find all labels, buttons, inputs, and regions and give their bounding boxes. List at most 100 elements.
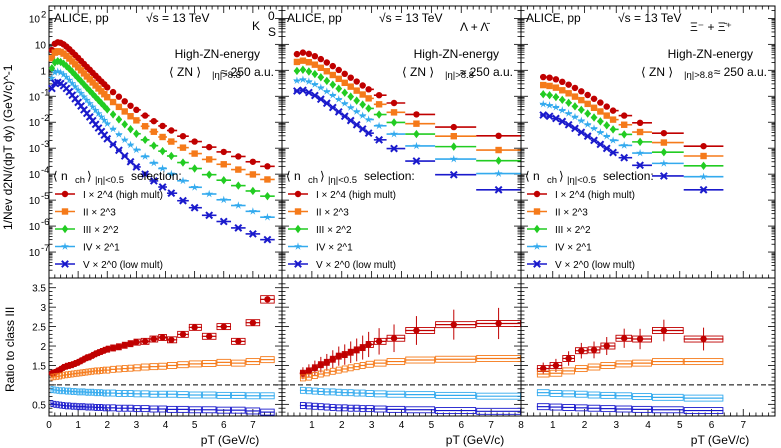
data-point [310, 80, 319, 88]
data-point [50, 68, 59, 76]
ratio-series-II [50, 356, 275, 381]
data-point [127, 124, 134, 134]
selection-nch-label: ⟨ n [286, 169, 301, 183]
y-tick-exp: -3 [41, 139, 49, 150]
data-point [63, 61, 70, 71]
series-II [48, 48, 275, 183]
data-point [74, 85, 83, 94]
data-point [264, 163, 271, 170]
data-point [219, 195, 228, 204]
data-point [364, 129, 373, 138]
selection-label: selection: [603, 169, 654, 183]
data-point [329, 80, 336, 89]
legend-entry-0: I × 2^4 (high mult) [316, 190, 396, 201]
data-point [364, 115, 373, 123]
data-point [292, 76, 301, 84]
data-point [109, 110, 117, 119]
data-point [311, 61, 319, 68]
data-point [62, 72, 71, 81]
x-tick-label: 5 [429, 420, 435, 431]
data-point [636, 119, 644, 127]
data-point [636, 148, 645, 157]
data-point [80, 92, 88, 101]
data-point [220, 161, 227, 168]
data-point [109, 98, 117, 106]
data-point [334, 107, 343, 116]
data-point [234, 201, 243, 209]
data-point [609, 136, 618, 144]
data-point [590, 95, 598, 102]
data-point [190, 183, 199, 191]
data-point [390, 99, 398, 107]
data-point [578, 105, 585, 115]
ratio-tick-label: 3 [40, 303, 46, 314]
data-point [545, 112, 554, 121]
x-tick-label: 1 [75, 420, 81, 431]
legend-marker-cross [294, 260, 302, 268]
data-point [234, 224, 243, 232]
data-point [558, 106, 567, 114]
data-point [609, 148, 617, 157]
data-point [322, 99, 331, 108]
data-point [121, 120, 128, 129]
data-point [565, 90, 572, 97]
particle-k0s: K [252, 19, 260, 33]
data-point [104, 105, 111, 114]
legend-entry-0: I × 2^4 (high mult) [83, 190, 163, 201]
data-point [559, 78, 566, 86]
ratio-series-II [299, 355, 521, 382]
x-tick-label: 8 [518, 420, 524, 431]
zn-energy-label: High-ZN-energy [175, 47, 260, 61]
selection-label: selection: [364, 169, 415, 183]
data-point [450, 123, 457, 131]
selection-bracket: ⟩ [320, 169, 325, 183]
data-point [109, 124, 118, 133]
particle-xi: Ξ⁻ + Ξ̄⁺ [690, 20, 732, 34]
data-point [323, 59, 331, 66]
ratio-point [115, 343, 123, 351]
data-point [341, 70, 348, 78]
energy-label: = 13 TeV [634, 11, 681, 25]
data-point [80, 80, 88, 89]
data-point [494, 185, 503, 194]
data-point [127, 102, 134, 109]
legend-marker-square [533, 208, 541, 215]
data-point [329, 71, 336, 79]
legend-marker-diamond [294, 224, 302, 234]
data-point [191, 164, 198, 173]
data-point [149, 158, 158, 167]
data-point [150, 141, 158, 150]
data-point [127, 113, 134, 120]
data-point [323, 76, 331, 86]
x-tick-label: 6 [221, 420, 227, 431]
data-point [559, 87, 566, 94]
zn-mean-label: ⟨ ZN ⟩ [641, 65, 673, 79]
data-point [390, 118, 398, 127]
data-point [114, 130, 123, 138]
series-III [48, 56, 275, 201]
data-point [449, 154, 458, 163]
data-point [141, 112, 149, 119]
data-point [578, 96, 585, 104]
data-point [264, 191, 271, 201]
data-point [578, 88, 585, 95]
selection-label: selection: [131, 169, 182, 183]
data-point [235, 153, 242, 160]
data-point [565, 81, 572, 88]
legend-entry-1: II × 2^3 [83, 208, 116, 219]
series-I [540, 73, 724, 150]
ratio-point [133, 338, 140, 346]
data-point [264, 176, 271, 183]
legend-marker-cross [533, 260, 541, 268]
data-point [299, 57, 307, 64]
selection-ch-sub: ch [547, 175, 557, 186]
legend-entry-2: III × 2^2 [555, 225, 591, 236]
ratio-point [159, 334, 166, 341]
selection-ch-sub: ch [75, 175, 85, 186]
data-point [305, 67, 313, 76]
ratio-series-I [48, 295, 275, 377]
data-point [158, 164, 167, 172]
data-point [597, 117, 604, 126]
data-point [341, 79, 348, 87]
data-point [375, 110, 383, 119]
